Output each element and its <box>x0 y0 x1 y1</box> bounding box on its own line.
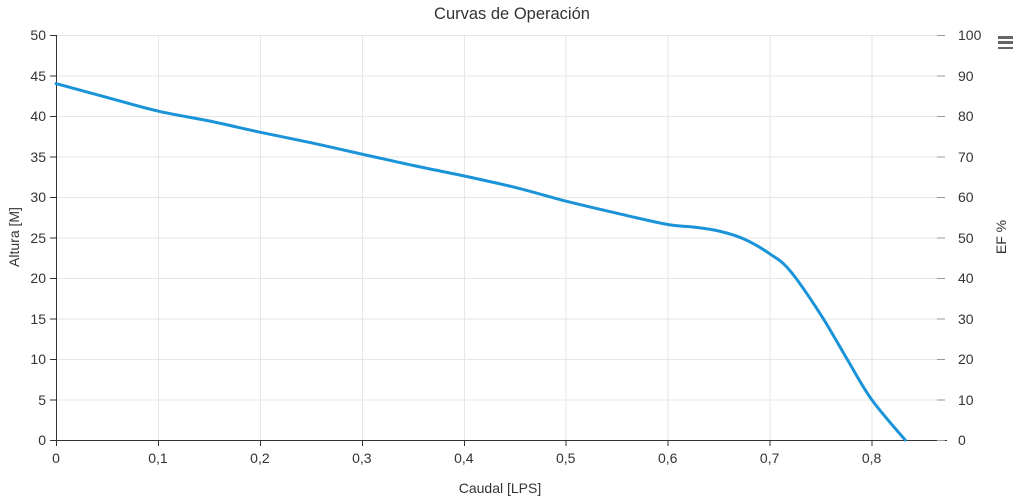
hamburger-bar <box>998 36 1013 39</box>
x-tick-label: 0,4 <box>454 450 474 466</box>
x-tick-label: 0,5 <box>556 450 576 466</box>
y-right-tick-label: 40 <box>958 270 974 286</box>
y-left-tick-label: 0 <box>38 432 46 448</box>
x-tick-label: 0,8 <box>861 450 882 466</box>
y-right-tick-label: 90 <box>958 67 974 84</box>
hamburger-menu-icon[interactable] <box>996 34 1015 51</box>
y-left-tick-label: 15 <box>30 310 46 327</box>
x-tick-label: 0,6 <box>657 450 678 466</box>
y-left-tick-label: 10 <box>30 351 46 367</box>
chart-title: Curvas de Operación <box>434 5 590 23</box>
y-right-tick-label: 60 <box>958 189 974 205</box>
y-right-tick-label: 10 <box>958 391 974 408</box>
y-left-tick-label: 35 <box>30 148 46 165</box>
y-right-tick-label: 50 <box>958 229 974 246</box>
y-right-tick-label: 80 <box>958 108 974 124</box>
x-tick-label: 0,3 <box>352 450 372 466</box>
series-line <box>54 82 907 442</box>
y-axis-title-right: EF % <box>993 219 1009 255</box>
y-right-tick-label: 0 <box>958 432 966 448</box>
x-tick-label: 0,2 <box>250 450 270 466</box>
y-left-tick-label: 25 <box>30 229 46 246</box>
gridlines <box>56 35 945 441</box>
tick-marks <box>50 35 945 446</box>
y-right-tick-label: 20 <box>958 351 974 367</box>
y-right-tick-label: 100 <box>958 27 982 43</box>
y-left-tick-label: 40 <box>30 108 46 124</box>
y-left-tick-label: 5 <box>38 391 46 408</box>
x-tick-label: 0 <box>52 450 60 466</box>
hamburger-bar <box>998 41 1013 44</box>
y-right-tick-label: 70 <box>958 148 974 165</box>
axis-lines <box>56 35 947 441</box>
x-tick-label: 0,1 <box>148 450 168 466</box>
y-right-tick-label: 30 <box>958 310 974 327</box>
y-left-tick-label: 30 <box>30 189 46 205</box>
x-tick-label: 0,7 <box>759 450 780 466</box>
hamburger-bar <box>998 46 1013 49</box>
y-left-tick-label: 45 <box>30 67 46 84</box>
x-axis-title: Caudal [LPS] <box>458 480 542 496</box>
y-axis-title-left: Altura [M] <box>6 207 22 267</box>
y-left-tick-label: 20 <box>30 270 46 286</box>
y-left-tick-label: 50 <box>30 27 46 43</box>
